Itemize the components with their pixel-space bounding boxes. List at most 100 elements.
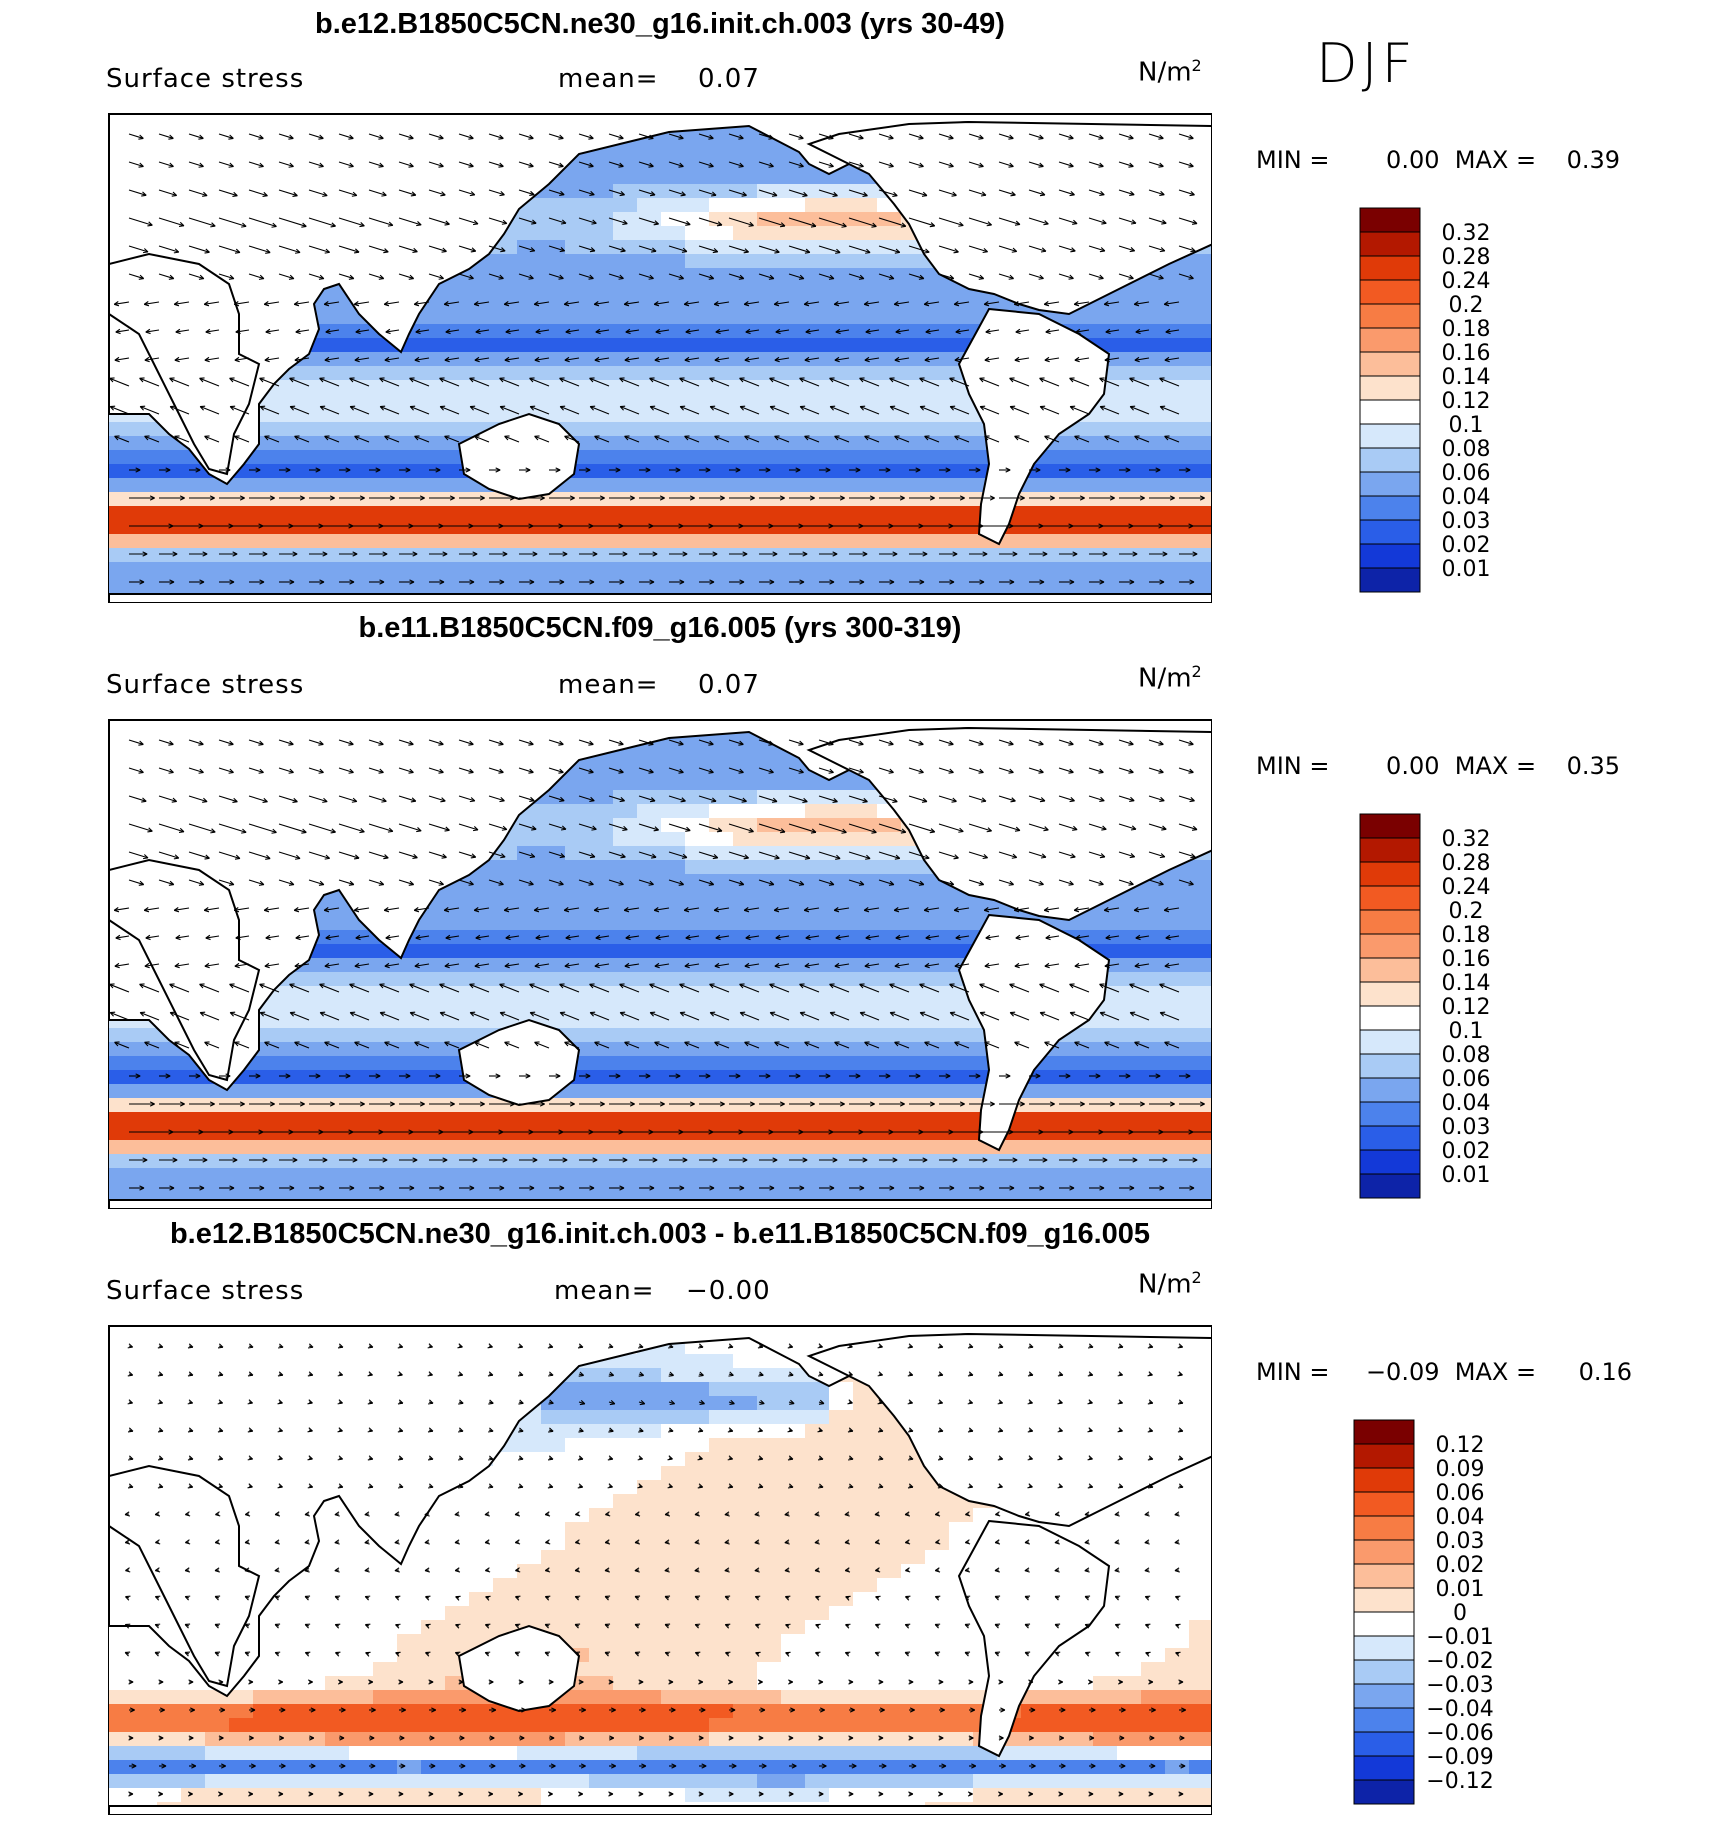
season-label: DJF bbox=[1316, 32, 1417, 95]
field-cell bbox=[829, 1042, 854, 1057]
field-cell bbox=[757, 394, 782, 409]
field-cell bbox=[1117, 436, 1142, 451]
field-cell bbox=[1021, 1140, 1046, 1155]
field-cell bbox=[781, 492, 806, 507]
field-cell bbox=[1141, 1042, 1166, 1057]
field-cell bbox=[517, 212, 542, 227]
field-cell bbox=[853, 944, 878, 959]
field-cell bbox=[1189, 408, 1212, 423]
field-cell bbox=[661, 478, 686, 493]
field-cell bbox=[805, 520, 830, 535]
field-cell bbox=[877, 366, 902, 381]
field-cell bbox=[301, 1168, 326, 1183]
field-cell bbox=[949, 422, 974, 437]
field-cell bbox=[349, 562, 374, 577]
field-cell bbox=[637, 972, 662, 987]
field-cell bbox=[733, 170, 758, 185]
field-cell bbox=[877, 380, 902, 395]
field-cell bbox=[493, 338, 518, 353]
field-cell bbox=[325, 450, 350, 465]
field-cell bbox=[1117, 986, 1142, 1001]
field-cell bbox=[109, 478, 134, 493]
field-cell bbox=[277, 1098, 302, 1113]
field-cell bbox=[1165, 506, 1190, 521]
field-cell bbox=[397, 1098, 422, 1113]
field-cell bbox=[733, 184, 758, 199]
field-cell bbox=[829, 1154, 854, 1169]
field-cell bbox=[1117, 506, 1142, 521]
field-cell bbox=[157, 562, 182, 577]
field-cell bbox=[949, 310, 974, 325]
field-cell bbox=[1141, 380, 1166, 395]
field-cell bbox=[1117, 380, 1142, 395]
field-cell bbox=[925, 310, 950, 325]
field-cell bbox=[469, 874, 494, 889]
field-cell bbox=[565, 916, 590, 931]
field-cell bbox=[661, 464, 686, 479]
field-cell bbox=[853, 874, 878, 889]
field-cell bbox=[877, 254, 902, 269]
field-cell bbox=[541, 944, 566, 959]
field-cell bbox=[445, 944, 470, 959]
field-cell bbox=[589, 762, 614, 777]
field-cell bbox=[829, 916, 854, 931]
field-cell bbox=[325, 1098, 350, 1113]
field-cell bbox=[901, 436, 926, 451]
field-cell bbox=[589, 506, 614, 521]
field-cell bbox=[877, 1168, 902, 1183]
field-cell bbox=[397, 422, 422, 437]
field-cell bbox=[157, 534, 182, 549]
field-cell bbox=[469, 1140, 494, 1155]
field-cell bbox=[925, 944, 950, 959]
field-cell bbox=[637, 916, 662, 931]
field-cell bbox=[781, 1056, 806, 1071]
field-cell bbox=[589, 240, 614, 255]
field-cell bbox=[1069, 1140, 1094, 1155]
field-cell bbox=[877, 394, 902, 409]
field-cell bbox=[349, 436, 374, 451]
field-cell bbox=[829, 888, 854, 903]
field-cell bbox=[709, 1070, 734, 1085]
field-cell bbox=[853, 1098, 878, 1113]
field-cell bbox=[277, 1154, 302, 1169]
field-cell bbox=[349, 520, 374, 535]
colorbar-tick-label: 0.24 bbox=[1442, 269, 1491, 294]
field-cell bbox=[445, 1182, 470, 1197]
field-cell bbox=[877, 1000, 902, 1015]
field-cell bbox=[541, 986, 566, 1001]
field-cell bbox=[781, 520, 806, 535]
field-cell bbox=[1141, 1056, 1166, 1071]
field-cell bbox=[589, 534, 614, 549]
field-cell bbox=[733, 520, 758, 535]
colorbar-swatch bbox=[1360, 448, 1420, 472]
field-cell bbox=[469, 282, 494, 297]
field-cell bbox=[733, 338, 758, 353]
field-cell bbox=[589, 874, 614, 889]
field-cell bbox=[829, 846, 854, 861]
field-cell bbox=[853, 422, 878, 437]
field-cell bbox=[901, 1140, 926, 1155]
field-cell bbox=[349, 338, 374, 353]
field-cell bbox=[133, 1084, 158, 1099]
field-cell bbox=[421, 1056, 446, 1071]
field-cell bbox=[253, 562, 278, 577]
field-cell bbox=[757, 506, 782, 521]
field-cell bbox=[1141, 1098, 1166, 1113]
field-cell bbox=[877, 832, 902, 847]
field-cell bbox=[157, 450, 182, 465]
field-cell bbox=[925, 1182, 950, 1197]
field-cell bbox=[1165, 464, 1190, 479]
field-cell bbox=[781, 282, 806, 297]
field-cell bbox=[589, 804, 614, 819]
field-cell bbox=[181, 562, 206, 577]
field-cell bbox=[541, 352, 566, 367]
field-cell bbox=[733, 1014, 758, 1029]
field-cell bbox=[373, 492, 398, 507]
field-cell bbox=[493, 888, 518, 903]
field-cell bbox=[877, 986, 902, 1001]
field-cell bbox=[589, 1070, 614, 1085]
field-cell bbox=[397, 972, 422, 987]
field-cell bbox=[877, 338, 902, 353]
field-cell bbox=[877, 1028, 902, 1043]
field-cell bbox=[1093, 1140, 1118, 1155]
